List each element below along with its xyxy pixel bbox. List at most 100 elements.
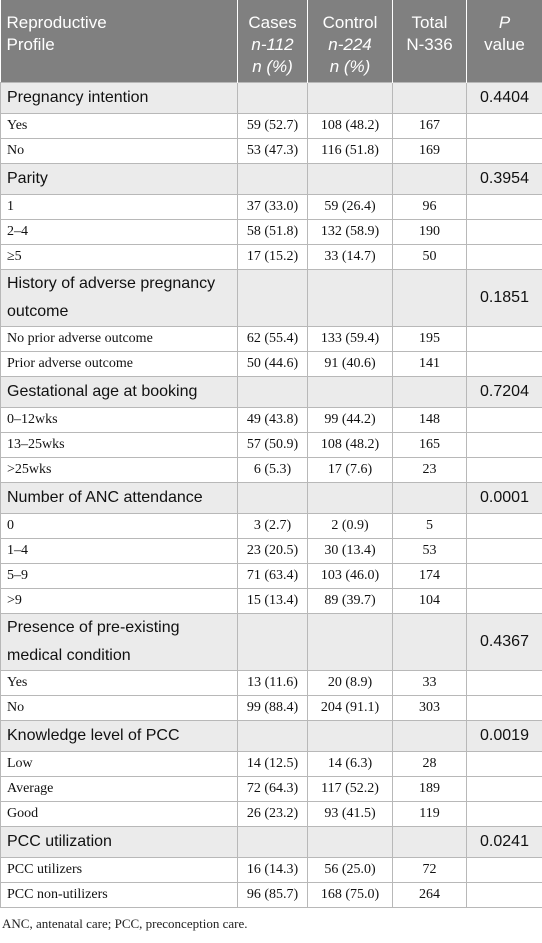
section-label: Number of ANC attendance — [0, 481, 238, 514]
cell: 103 (46.0) — [307, 562, 393, 589]
empty-cell — [466, 456, 542, 483]
row-label: No — [0, 137, 238, 164]
empty-cell — [466, 669, 542, 696]
section-row: Presence of pre-existing medical conditi… — [0, 612, 542, 671]
data-row: Good 26 (23.2) 93 (41.5) 119 — [0, 800, 542, 827]
empty-cell — [392, 719, 467, 752]
data-table: Reproductive Profile Cases n-112 n (%) Contro… — [0, 0, 542, 908]
cell: 99 (88.4) — [237, 694, 308, 721]
row-label: No — [0, 694, 238, 721]
header-line: n-112 — [251, 35, 294, 54]
empty-cell — [392, 481, 467, 514]
cell: 165 — [392, 431, 467, 458]
row-label: >25wks — [0, 456, 238, 483]
empty-cell — [307, 162, 393, 195]
row-label: 5–9 — [0, 562, 238, 589]
empty-cell — [392, 268, 467, 327]
cell: 28 — [392, 750, 467, 777]
data-row: PCC utilizers 16 (14.3) 56 (25.0) 72 — [0, 856, 542, 883]
data-row: ≥5 17 (15.2) 33 (14.7) 50 — [0, 243, 542, 270]
empty-cell — [307, 481, 393, 514]
row-label: No prior adverse outcome — [0, 325, 238, 352]
row-label: 0–12wks — [0, 406, 238, 433]
empty-cell — [466, 537, 542, 564]
cell: 3 (2.7) — [237, 512, 308, 539]
row-label: Low — [0, 750, 238, 777]
cell: 33 — [392, 669, 467, 696]
cell: 96 (85.7) — [237, 881, 308, 908]
cell: 17 (15.2) — [237, 243, 308, 270]
data-row: Low 14 (12.5) 14 (6.3) 28 — [0, 750, 542, 777]
section-label: Knowledge level of PCC — [0, 719, 238, 752]
p-value: 0.7204 — [466, 375, 542, 408]
empty-cell — [237, 825, 308, 858]
data-row: Yes 13 (11.6) 20 (8.9) 33 — [0, 669, 542, 696]
empty-cell — [466, 243, 542, 270]
footnote: ANC, antenatal care; PCC, preconception … — [2, 915, 248, 931]
p-value: 0.0241 — [466, 825, 542, 858]
header-line: n (%) — [329, 57, 371, 76]
cell: 168 (75.0) — [307, 881, 393, 908]
empty-cell — [466, 137, 542, 164]
data-row: Average 72 (64.3) 117 (52.2) 189 — [0, 775, 542, 802]
p-value: 0.0001 — [466, 481, 542, 514]
cell: 117 (52.2) — [307, 775, 393, 802]
cell: 13 (11.6) — [237, 669, 308, 696]
cell: 89 (39.7) — [307, 587, 393, 614]
cell: 72 — [392, 856, 467, 883]
empty-cell — [307, 825, 393, 858]
cell: 72 (64.3) — [237, 775, 308, 802]
cell: 15 (13.4) — [237, 587, 308, 614]
empty-cell — [307, 612, 393, 671]
cell: 33 (14.7) — [307, 243, 393, 270]
empty-cell — [466, 512, 542, 539]
empty-cell — [466, 350, 542, 377]
empty-cell — [237, 81, 308, 114]
empty-cell — [307, 81, 393, 114]
row-label: PCC utilizers — [0, 856, 238, 883]
empty-cell — [392, 162, 467, 195]
header-line: Reproductive — [6, 13, 107, 32]
header-line: P — [498, 13, 511, 32]
empty-cell — [392, 81, 467, 114]
cell: 99 (44.2) — [307, 406, 393, 433]
empty-cell — [307, 375, 393, 408]
section-label: Presence of pre-existing medical conditi… — [0, 612, 238, 671]
p-value: 0.1851 — [466, 268, 542, 327]
empty-cell — [466, 406, 542, 433]
data-row: >25wks 6 (5.3) 17 (7.6) 23 — [0, 456, 542, 483]
row-label: 0 — [0, 512, 238, 539]
cell: 59 (26.4) — [307, 193, 393, 220]
cell: 50 (44.6) — [237, 350, 308, 377]
empty-cell — [466, 694, 542, 721]
section-label: History of adverse pregnancy outcome — [0, 268, 238, 327]
row-label: 1 — [0, 193, 238, 220]
empty-cell — [392, 612, 467, 671]
empty-cell — [466, 800, 542, 827]
data-row: 1–4 23 (20.5) 30 (13.4) 53 — [0, 537, 542, 564]
empty-cell — [307, 719, 393, 752]
row-label: 2–4 — [0, 218, 238, 245]
header-line: Total — [411, 13, 448, 32]
cell: 20 (8.9) — [307, 669, 393, 696]
empty-cell — [392, 375, 467, 408]
empty-cell — [237, 481, 308, 514]
cell: 132 (58.9) — [307, 218, 393, 245]
cell: 108 (48.2) — [307, 112, 393, 139]
data-row: 13–25wks 57 (50.9) 108 (48.2) 165 — [0, 431, 542, 458]
cell: 169 — [392, 137, 467, 164]
row-label: Good — [0, 800, 238, 827]
cell: 190 — [392, 218, 467, 245]
header-line: Control — [322, 13, 378, 32]
header-line: Profile — [6, 35, 55, 54]
cell: 16 (14.3) — [237, 856, 308, 883]
empty-cell — [307, 268, 393, 327]
p-value: 0.4367 — [466, 612, 542, 671]
cell: 26 (23.2) — [237, 800, 308, 827]
cell: 116 (51.8) — [307, 137, 393, 164]
cell: 58 (51.8) — [237, 218, 308, 245]
section-row: Knowledge level of PCC 0.0019 — [0, 719, 542, 752]
cell: 37 (33.0) — [237, 193, 308, 220]
